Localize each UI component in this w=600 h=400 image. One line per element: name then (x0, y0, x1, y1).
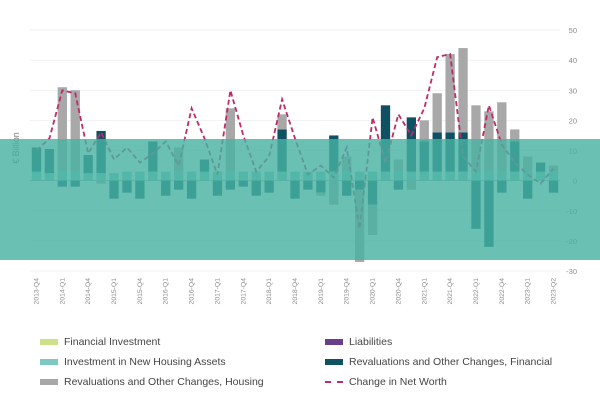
y-tick-label: 20 (569, 116, 577, 125)
legend-swatch (40, 339, 58, 345)
y-tick-label: -30 (566, 267, 577, 276)
legend-swatch (325, 339, 343, 345)
legend-label: Revaluations and Other Changes, Housing (64, 376, 264, 388)
y-tick-label: 40 (569, 56, 577, 65)
x-tick-label: 2021-Q4 (447, 278, 454, 305)
x-tick-label: 2014-Q4 (85, 278, 92, 305)
x-tick-label: 2023-Q1 (525, 278, 532, 305)
x-tick-label: 2020-Q4 (395, 278, 402, 305)
legend-label: Change in Net Worth (349, 376, 447, 388)
x-tick-label: 2015-Q4 (137, 278, 144, 305)
x-tick-label: 2016-Q4 (189, 278, 196, 305)
legend-label: Revaluations and Other Changes, Financia… (349, 356, 553, 368)
x-tick-label: 2019-Q1 (318, 278, 325, 305)
x-tick-label: 2020-Q1 (370, 278, 377, 305)
x-tick-label: 2023-Q2 (551, 278, 558, 305)
legend: Financial Investment Liabilities Investm… (40, 333, 585, 395)
legend-item-net-worth: Change in Net Worth (325, 373, 447, 391)
y-tick-label: 30 (569, 86, 577, 95)
x-axis-ticks: 2013-Q4 2014-Q1 2014-Q4 2015-Q1 2015-Q4 2016-… (33, 278, 557, 305)
legend-item-reval-housing: Revaluations and Other Changes, Housing (40, 373, 264, 391)
x-tick-label: 2021-Q1 (421, 278, 428, 305)
y-tick-label: 50 (569, 26, 577, 35)
x-tick-label: 2022-Q4 (499, 278, 506, 305)
bar (380, 105, 391, 172)
legend-label: Financial Investment (64, 336, 161, 348)
legend-label: Liabilities (349, 336, 393, 348)
bar (277, 114, 287, 130)
bar (419, 120, 429, 142)
bar (510, 129, 520, 142)
legend-label: Investment in New Housing Assets (64, 356, 226, 368)
legend-item-financial-investment: Financial Investment (40, 333, 160, 351)
legend-swatch (40, 379, 58, 385)
x-tick-label: 2018-Q1 (266, 278, 273, 305)
legend-swatch (40, 359, 58, 365)
bar (458, 48, 468, 133)
bar (70, 90, 80, 172)
x-tick-label: 2017-Q4 (240, 278, 247, 305)
bar (432, 93, 442, 133)
bar (57, 87, 67, 172)
bar (471, 105, 481, 172)
headline-banner (0, 139, 600, 260)
bar (445, 54, 455, 133)
legend-item-new-housing: Investment in New Housing Assets (40, 353, 226, 371)
legend-swatch (325, 381, 343, 383)
x-tick-label: 2022-Q1 (473, 278, 480, 305)
x-tick-label: 2015-Q1 (111, 278, 118, 305)
bar (497, 102, 507, 172)
legend-item-reval-financial: Revaluations and Other Changes, Financia… (325, 353, 552, 371)
x-tick-label: 2019-Q4 (344, 278, 351, 305)
x-tick-label: 2014-Q1 (59, 278, 66, 305)
x-tick-label: 2013-Q4 (33, 278, 40, 305)
legend-item-liabilities: Liabilities (325, 333, 392, 351)
x-tick-label: 2018-Q4 (292, 278, 299, 305)
legend-swatch (325, 359, 343, 365)
x-tick-label: 2017-Q1 (214, 278, 221, 305)
x-tick-label: 2016-Q1 (163, 278, 170, 305)
